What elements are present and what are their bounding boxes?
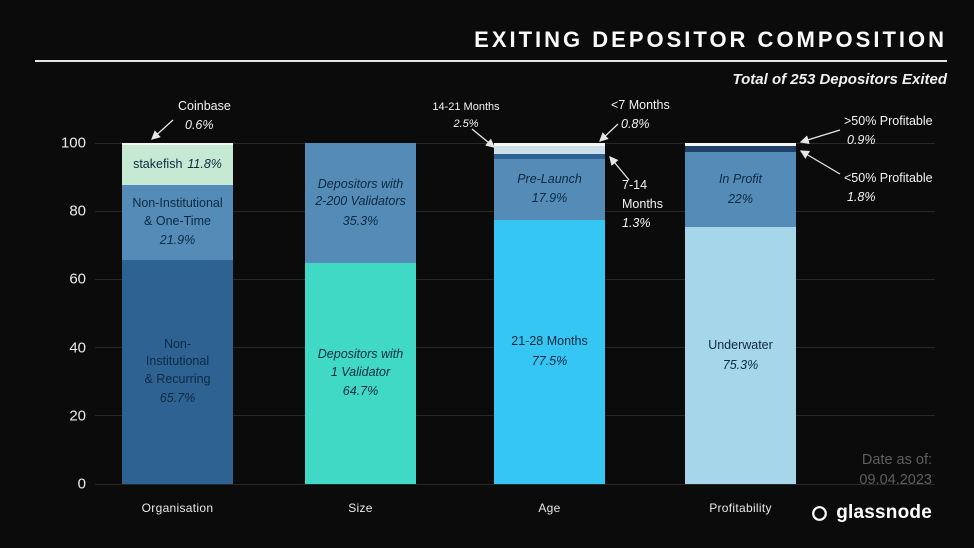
annotation-profitable-gt-50: >50% Profitable 0.9%	[844, 112, 933, 150]
segment-50-profitable	[685, 143, 796, 147]
segment-in-profit: In Profit 22%	[685, 152, 796, 228]
segment-label: Depositors with 1 Validator 64.7%	[317, 347, 404, 399]
segment-stakefish: stakefish 11.8%	[122, 145, 233, 186]
bar-organisation: Non- Institutional & Recurring 65.7% Non-Ins…	[122, 143, 233, 484]
date-label: Date as of:	[861, 452, 932, 468]
segment-label: 21-28 Months 77.5%	[511, 334, 588, 368]
annotation-value: 0.6%	[185, 117, 214, 132]
gridline	[95, 142, 935, 144]
annotation-coinbase: Coinbase 0.6%	[178, 97, 231, 135]
segment-21-28-months: 21-28 Months 77.5%	[494, 219, 605, 484]
x-category-label: Size	[348, 501, 373, 515]
x-category-label: Age	[538, 501, 561, 515]
gridline	[95, 483, 935, 485]
annotation-months-lt-7: <7 Months 0.8%	[611, 96, 670, 134]
y-axis: 0 20 40 60 80 100	[0, 135, 86, 493]
y-tick-label: 40	[69, 339, 86, 357]
segment-50-profitable	[685, 146, 796, 153]
segment-non-institutional-recurring: Non- Institutional & Recurring 65.7%	[122, 259, 233, 484]
bar-size: Depositors with 1 Validator 64.7% Depositor…	[305, 143, 416, 484]
segment-underwater: Underwater 75.3%	[685, 227, 796, 484]
date-as-of: Date as of: 09.04.2023	[859, 450, 932, 491]
y-tick-label: 60	[69, 270, 86, 288]
coinbase-arrow	[151, 119, 174, 140]
segment-pre-launch: Pre-Launch 17.9%	[494, 158, 605, 220]
bar-profitability: Underwater 75.3% In Profit 22%	[685, 143, 796, 484]
annotation-label: <7 Months	[611, 98, 670, 112]
segment-label: Non- Institutional & Recurring 65.7%	[144, 336, 211, 406]
segment-label: In Profit 22%	[718, 172, 763, 206]
segment-14-21-months	[494, 145, 605, 155]
date-value: 09.04.2023	[859, 472, 932, 489]
chart-title: EXITING DEPOSITOR COMPOSITION	[474, 27, 947, 52]
x-category-label: Profitability	[709, 501, 772, 515]
segment-coinbase	[122, 143, 233, 146]
annotation-profitable-lt-50: <50% Profitable 1.8%	[844, 169, 933, 207]
segment-label: Non-Institutional & One-Time 21.9%	[132, 196, 223, 248]
annotation-value: 0.9%	[847, 132, 876, 147]
y-tick-label: 100	[60, 134, 86, 152]
y-tick-label: 20	[69, 407, 86, 425]
segment-depositors-with-2-200-validators: Depositors with 2-200 Validators 35.3%	[305, 143, 416, 264]
y-tick-label: 0	[77, 475, 86, 493]
segment-7-14-months	[494, 154, 605, 159]
bar-age: 21-28 Months 77.5% Pre-Launch 17.9%	[494, 143, 605, 484]
title-underline	[35, 60, 947, 62]
y-tick-label: 80	[69, 202, 86, 220]
annotation-months-7-14: 7-14 Months 1.3%	[622, 176, 686, 232]
segment-7-months	[494, 143, 605, 146]
segment-label: Depositors with 2-200 Validators 35.3%	[315, 176, 406, 228]
profitable-gt-50-arrow	[799, 129, 841, 145]
segment-depositors-with-1-validator: Depositors with 1 Validator 64.7%	[305, 263, 416, 484]
annotation-label: <50% Profitable	[844, 171, 933, 185]
segment-label: Pre-Launch 17.9%	[517, 171, 582, 206]
annotation-value: 1.8%	[847, 189, 876, 204]
segment-label: stakefish 11.8%	[133, 157, 222, 172]
annotation-label: Coinbase	[178, 99, 231, 113]
annotation-label: 7-14 Months	[622, 178, 663, 211]
chart-subtitle: Total of 253 Depositors Exited	[732, 71, 948, 88]
annotation-label: 14-21 Months	[432, 101, 500, 113]
glassnode-brand: glassnode	[811, 502, 932, 524]
segment-label: Underwater 75.3%	[708, 338, 773, 372]
plot-area: Non- Institutional & Recurring 65.7% Non-Ins…	[95, 142, 935, 515]
glassnode-logo-icon	[812, 505, 828, 521]
x-category-label: Organisation	[141, 501, 214, 515]
annotation-label: >50% Profitable	[844, 114, 933, 128]
annotation-value: 1.3%	[622, 215, 651, 230]
annotation-value: 2.5%	[453, 117, 479, 130]
annotation-value: 0.8%	[621, 116, 650, 131]
brand-wordmark: glassnode	[836, 502, 932, 523]
annotation-months-14-21: 14-21 Months 2.5%	[418, 99, 514, 132]
segment-non-institutional-one-time: Non-Institutional & One-Time 21.9%	[122, 185, 233, 260]
